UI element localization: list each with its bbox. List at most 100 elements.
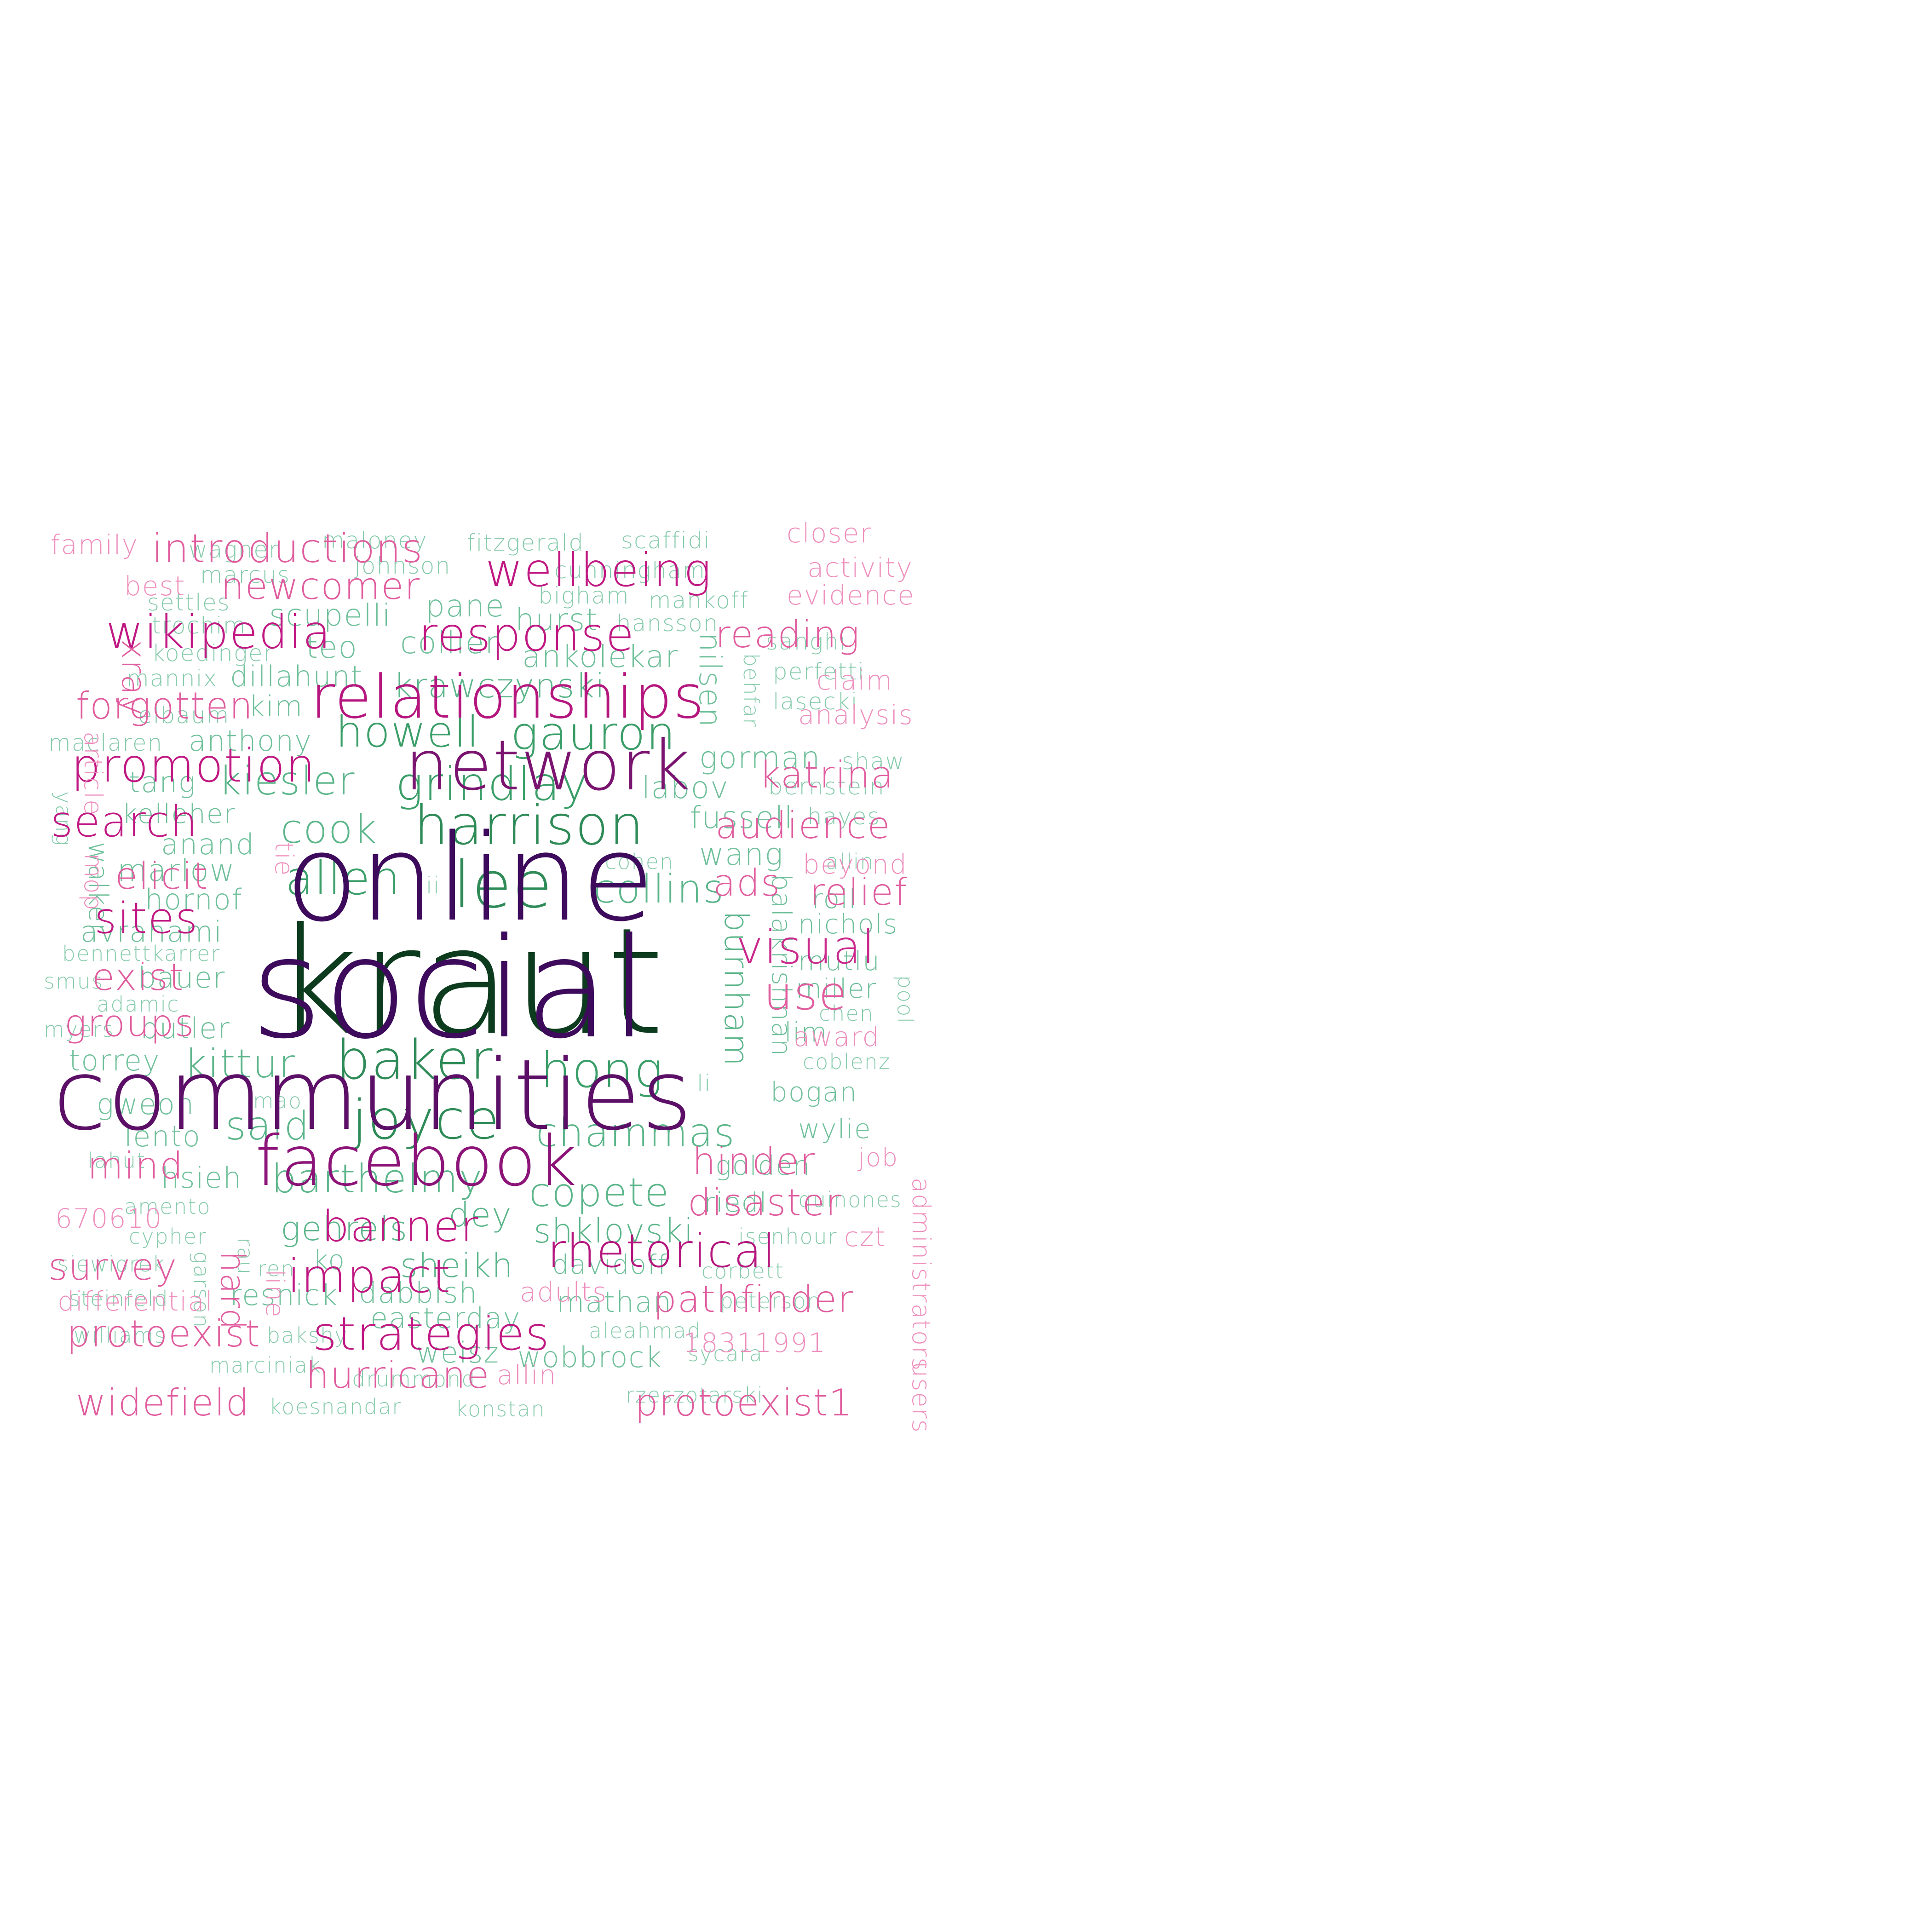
word-scaffidi: scaffidi — [621, 527, 711, 554]
word-allin: allin — [826, 849, 874, 874]
word-golden: golden — [715, 1150, 811, 1181]
word-shklovski: shklovski — [534, 1212, 694, 1250]
word-gauron: gauron — [511, 707, 677, 760]
word-activity: activity — [807, 552, 913, 583]
word-hong: hong — [540, 1042, 664, 1098]
word-protoexist1: protoexist1 — [635, 1381, 853, 1424]
word-use: use — [764, 966, 848, 1020]
word-coblenz: coblenz — [803, 1049, 891, 1074]
word-dey: dey — [448, 1196, 512, 1234]
word-fitzgerald: fitzgerald — [467, 529, 584, 556]
word-labov: labov — [642, 770, 730, 805]
word-promotion: promotion — [71, 739, 316, 793]
word-introductions: introductions — [152, 526, 424, 572]
word-reading: reading — [715, 613, 861, 656]
word-cook: cook — [281, 806, 378, 852]
word-resnick: resnick — [230, 1278, 339, 1312]
word-evidence: evidence — [787, 580, 915, 611]
word-rhetorical: rhetorical — [547, 1224, 776, 1278]
word-koedinger: koedinger — [152, 640, 274, 667]
word-behfar: behfar — [739, 653, 764, 728]
word-harrison: harrison — [414, 794, 645, 857]
word-audience: audience — [715, 804, 891, 847]
word-marcus: marcus — [200, 562, 291, 588]
word-cunningham: cunningham — [554, 557, 706, 584]
word-czt: czt — [844, 1221, 886, 1253]
word-kim: kim — [248, 690, 304, 723]
word-adults: adults — [520, 1276, 608, 1308]
word-barthelmy: barthelmy — [271, 1156, 483, 1202]
word-pathfinder: pathfinder — [653, 1278, 854, 1321]
word-baker: baker — [336, 1028, 494, 1092]
word-davidoff: davidoff — [552, 1249, 668, 1280]
word-job: job — [858, 1143, 899, 1172]
word-mankoff: mankoff — [649, 587, 749, 614]
word-mop: mop — [79, 853, 108, 911]
word-survey: survey — [48, 1246, 178, 1288]
word-elicit: elicit — [115, 855, 209, 897]
word-tie: tie — [270, 842, 299, 877]
word-18311991: 18311991 — [683, 1327, 827, 1358]
word-elbaum: elbaum — [138, 702, 230, 729]
word-wylie: wylie — [798, 1113, 872, 1144]
word-search: search — [51, 797, 198, 846]
word-johnson: johnson — [354, 552, 451, 579]
word-quinones: quinones — [798, 1187, 902, 1212]
word-said: said — [225, 1103, 310, 1149]
word-marciniak: marciniak — [209, 1353, 322, 1378]
word-mathan: mathan — [557, 1285, 673, 1319]
word-wagner: wagner — [189, 536, 279, 563]
word-ankolekar: ankolekar — [522, 639, 679, 674]
word-hsieh: hsieh — [161, 1161, 242, 1195]
word-sheikh: sheikh — [400, 1246, 514, 1285]
word-shaw: shaw — [842, 748, 905, 775]
word-relief: relief — [810, 871, 908, 914]
word-wikipedia: wikipedia — [106, 605, 332, 659]
word-visual: visual — [736, 920, 876, 974]
word-siewiorek: siewiorek — [58, 1252, 166, 1276]
word-bauer: bauer — [138, 961, 226, 995]
word-bogan: bogan — [770, 1076, 858, 1108]
word-krawczynski: krawczynski — [393, 667, 606, 705]
word-allin: allin — [497, 1359, 557, 1391]
word-hurst: hurst — [515, 602, 599, 638]
word-disaster: disaster — [688, 1181, 842, 1224]
word-response: response — [419, 608, 635, 661]
word-butler: butler — [140, 1012, 230, 1045]
word-torrey: torrey — [69, 1044, 161, 1077]
word-anthony: anthony — [189, 724, 312, 758]
author-word-cloud: kraut lee harrison baker joyce hong grindlay ga… — [44, 527, 918, 1421]
word-bernstein: bernstein — [768, 773, 885, 800]
word-konstan: konstan — [455, 1397, 546, 1421]
word-perfetti: perfetti — [773, 658, 865, 685]
word-sycara: sycara — [688, 1341, 763, 1366]
word-riedl: riedl — [704, 1187, 768, 1218]
word-cypher: cypher — [129, 1224, 207, 1249]
word-kiesler: kiesler — [218, 758, 356, 804]
word-howell: howell — [336, 707, 480, 757]
word-users: users — [907, 1362, 936, 1433]
word-hinder: hinder — [692, 1140, 816, 1183]
word-social: social — [251, 908, 650, 1069]
word-avrahami: avrahami — [80, 915, 223, 949]
word-chen: chen — [819, 1001, 874, 1026]
word-kelleher: kelleher — [122, 798, 236, 829]
word-anand: anand — [161, 828, 255, 861]
word-iii: iii — [419, 872, 441, 899]
word-weisz: weisz — [416, 1336, 500, 1369]
word-lim: lim — [784, 1017, 828, 1048]
word-mutlu: mutlu — [798, 945, 880, 977]
word-widefield: widefield — [76, 1381, 250, 1424]
word-tang: tang — [129, 765, 196, 799]
word-banner: banner — [322, 1202, 479, 1251]
word-drummond: drummond — [352, 1367, 476, 1392]
word-kittur: kittur — [184, 1041, 296, 1087]
word-katrina: katrina — [759, 753, 895, 796]
word-analysis: analysis — [798, 699, 914, 730]
word-xray: xray — [115, 639, 153, 716]
word-gweon: gweon — [97, 1087, 195, 1121]
word-gorman: gorman — [699, 740, 821, 776]
word-mao: mao — [253, 1088, 303, 1113]
word-isenhour: isenhour — [738, 1224, 838, 1249]
word-fussell: fussell — [690, 800, 794, 835]
